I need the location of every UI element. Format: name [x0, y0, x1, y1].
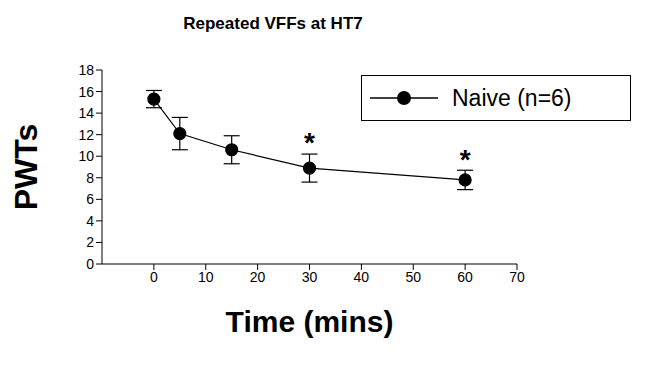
svg-text:16: 16: [78, 84, 94, 100]
svg-text:30: 30: [302, 269, 318, 285]
svg-text:8: 8: [86, 170, 94, 186]
svg-text:20: 20: [250, 269, 266, 285]
svg-text:70: 70: [509, 269, 525, 285]
svg-text:60: 60: [457, 269, 473, 285]
svg-text:18: 18: [78, 62, 94, 78]
svg-text:6: 6: [86, 191, 94, 207]
svg-text:2: 2: [86, 234, 94, 250]
svg-text:12: 12: [78, 127, 94, 143]
svg-text:40: 40: [354, 269, 370, 285]
svg-text:10: 10: [78, 148, 94, 164]
svg-text:Time (mins): Time (mins): [226, 305, 394, 338]
svg-text:0: 0: [150, 269, 158, 285]
svg-text:14: 14: [78, 105, 94, 121]
svg-text:*: *: [460, 144, 471, 175]
svg-text:*: *: [304, 127, 315, 158]
svg-text:4: 4: [86, 213, 94, 229]
svg-text:50: 50: [405, 269, 421, 285]
html-text:Naive (n=6): Naive (n=6): [452, 84, 572, 111]
html-text:Repeated VFFs at HT7: Repeated VFFs at HT7: [183, 14, 363, 33]
svg-text:PWTs: PWTs: [8, 124, 44, 211]
svg-text:10: 10: [198, 269, 214, 285]
svg-text:0: 0: [86, 256, 94, 272]
